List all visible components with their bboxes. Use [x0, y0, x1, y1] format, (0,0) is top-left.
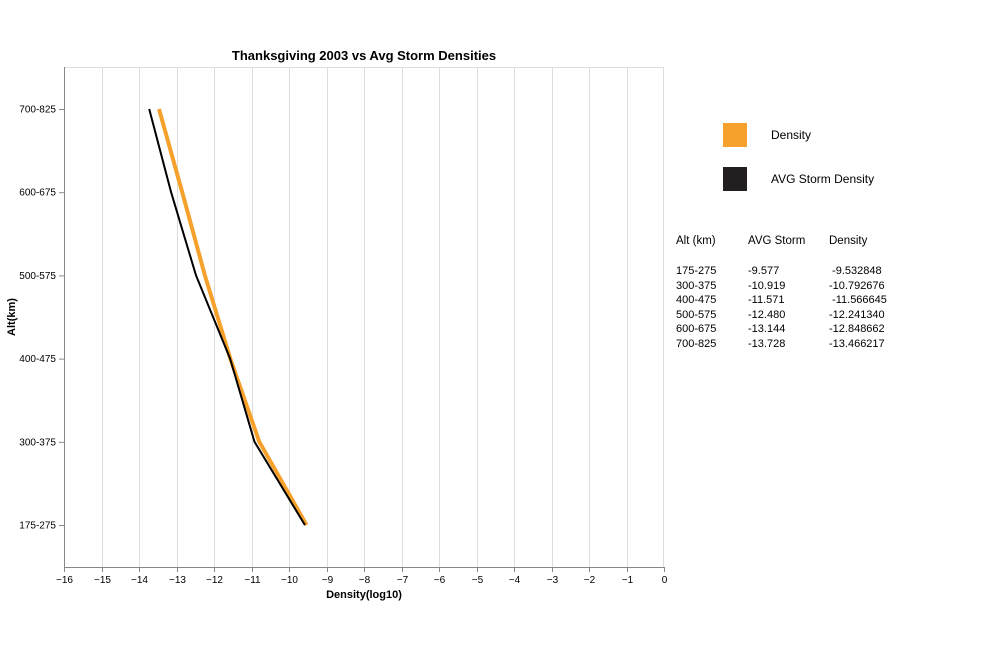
table-cell-avg-storm: -10.919 — [748, 279, 786, 292]
x-tick-label: −9 — [322, 575, 334, 586]
series-lines — [148, 108, 309, 526]
y-tick-label: 700-825 — [19, 105, 56, 116]
x-axis-ticks: −16 −15 −14 −13 −12 −11 −10 −9 −8 −7 −6 −5 −4 −3 −2 −1 0 — [56, 567, 668, 586]
y-tick-label: 400-475 — [19, 354, 56, 365]
x-tick-label: −5 — [472, 575, 484, 586]
table-cell-avg-storm: -9.577 — [748, 265, 780, 277]
x-tick-label: −3 — [547, 575, 559, 586]
legend-label-density: Density — [771, 128, 812, 142]
x-tick-label: −1 — [622, 575, 634, 586]
x-tick-label: 0 — [662, 575, 668, 586]
table-header-density: Density — [829, 235, 868, 247]
y-tick-label: 175-275 — [19, 521, 56, 532]
table-cell-alt: 700-825 — [676, 337, 717, 350]
y-tick-label: 300-375 — [19, 437, 56, 448]
x-tick-label: −14 — [131, 575, 148, 586]
y-axis-ticks: 175-275 300-375 400-475 500-575 600-675 700-8… — [19, 105, 64, 532]
table-cell-density: -12.241340 — [829, 308, 885, 321]
table-cell-avg-storm: -13.144 — [748, 323, 786, 336]
table-cell-density: -10.792676 — [829, 279, 885, 292]
legend-swatch-density — [723, 123, 747, 147]
x-tick-label: −15 — [94, 575, 111, 586]
table-row: 175-275 -9.577 -9.532848 — [676, 264, 909, 279]
x-tick-label: −12 — [206, 575, 223, 586]
grid — [102, 67, 628, 567]
y-tick-label: 600-675 — [19, 188, 56, 199]
table-cell-alt: 600-675 — [676, 323, 717, 336]
series-line-avg-storm-density — [148, 108, 306, 526]
table-cell-density: -12.848662 — [829, 323, 885, 336]
table-row: 500-575 -12.480 -12.241340 — [676, 308, 909, 323]
legend-label-avg-storm-density: AVG Storm Density — [771, 172, 875, 186]
table-row: 700-825 -13.728 -13.466217 — [676, 337, 909, 352]
x-axis-title: Density(log10) — [326, 589, 402, 601]
series-line-density — [157, 108, 309, 526]
x-tick-label: −6 — [434, 575, 446, 586]
legend-swatch-avg-storm-density — [723, 167, 747, 191]
x-tick-label: −11 — [244, 575, 261, 586]
table-row: 400-475 -11.571 -11.566645 — [676, 293, 909, 308]
y-axis-title: Alt(km) — [6, 298, 18, 336]
table-header-avg-storm: AVG Storm — [748, 235, 806, 247]
x-tick-label: −8 — [359, 575, 371, 586]
table-cell-density: -11.566645 — [829, 294, 887, 307]
table-header-row: Alt (km) AVG Storm Density — [676, 235, 909, 257]
legend-item-density: Density — [723, 122, 874, 148]
y-tick-label: 500-575 — [19, 271, 56, 282]
legend-item-avg-storm-density: AVG Storm Density — [723, 166, 874, 192]
x-tick-label: −16 — [56, 575, 73, 586]
x-tick-label: −13 — [169, 575, 186, 586]
table-cell-alt: 175-275 — [676, 265, 717, 277]
table-cell-alt: 400-475 — [676, 294, 717, 307]
x-tick-label: −7 — [397, 575, 409, 586]
table-cell-density: -9.532848 — [829, 265, 882, 277]
table-cell-density: -13.466217 — [829, 337, 885, 350]
table-cell-avg-storm: -12.480 — [748, 308, 786, 321]
x-tick-label: −4 — [509, 575, 521, 586]
x-tick-label: −2 — [584, 575, 596, 586]
table-row: 600-675 -13.144 -12.848662 — [676, 322, 909, 337]
table-row: 300-375 -10.919 -10.792676 — [676, 279, 909, 294]
table-cell-avg-storm: -13.728 — [748, 337, 786, 350]
table-cell-avg-storm: -11.571 — [748, 294, 785, 307]
table-header-alt: Alt (km) — [676, 235, 716, 247]
table-cell-alt: 300-375 — [676, 279, 717, 292]
chart-title: Thanksgiving 2003 vs Avg Storm Densities — [232, 48, 496, 63]
legend: Density AVG Storm Density — [723, 122, 874, 210]
table-cell-alt: 500-575 — [676, 308, 717, 321]
data-table: Alt (km) AVG Storm Density 175-275 -9.57… — [676, 235, 909, 352]
x-tick-label: −10 — [281, 575, 298, 586]
